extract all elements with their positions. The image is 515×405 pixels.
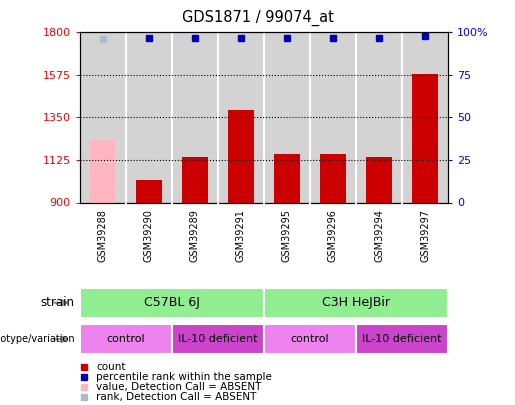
- Text: GSM39294: GSM39294: [374, 209, 384, 262]
- Text: C3H HeJBir: C3H HeJBir: [322, 296, 390, 309]
- Bar: [274, 154, 300, 202]
- Text: GSM39290: GSM39290: [144, 209, 154, 262]
- Bar: [366, 157, 392, 202]
- Bar: [264, 288, 448, 318]
- Text: GSM39297: GSM39297: [420, 209, 430, 262]
- Text: GSM39295: GSM39295: [282, 209, 292, 262]
- Text: IL-10 deficient: IL-10 deficient: [178, 334, 258, 344]
- Text: percentile rank within the sample: percentile rank within the sample: [96, 372, 272, 382]
- Bar: [80, 288, 264, 318]
- Bar: [264, 324, 356, 354]
- Text: strain: strain: [41, 296, 75, 309]
- Bar: [413, 74, 438, 202]
- Bar: [356, 324, 448, 354]
- Text: C57BL 6J: C57BL 6J: [144, 296, 200, 309]
- Text: rank, Detection Call = ABSENT: rank, Detection Call = ABSENT: [96, 392, 257, 402]
- Bar: [182, 157, 208, 202]
- Text: IL-10 deficient: IL-10 deficient: [362, 334, 442, 344]
- Bar: [228, 110, 253, 202]
- Text: GSM39296: GSM39296: [328, 209, 338, 262]
- Text: GSM39288: GSM39288: [98, 209, 108, 262]
- Text: GSM39289: GSM39289: [190, 209, 200, 262]
- Bar: [172, 324, 264, 354]
- Text: genotype/variation: genotype/variation: [0, 334, 75, 344]
- Bar: [90, 140, 115, 202]
- Bar: [80, 324, 172, 354]
- Text: count: count: [96, 362, 126, 371]
- Text: GSM39291: GSM39291: [236, 209, 246, 262]
- Text: control: control: [107, 334, 145, 344]
- Text: value, Detection Call = ABSENT: value, Detection Call = ABSENT: [96, 382, 262, 392]
- Bar: [320, 154, 346, 202]
- Bar: [136, 180, 162, 202]
- Text: GDS1871 / 99074_at: GDS1871 / 99074_at: [182, 10, 333, 26]
- Text: control: control: [290, 334, 329, 344]
